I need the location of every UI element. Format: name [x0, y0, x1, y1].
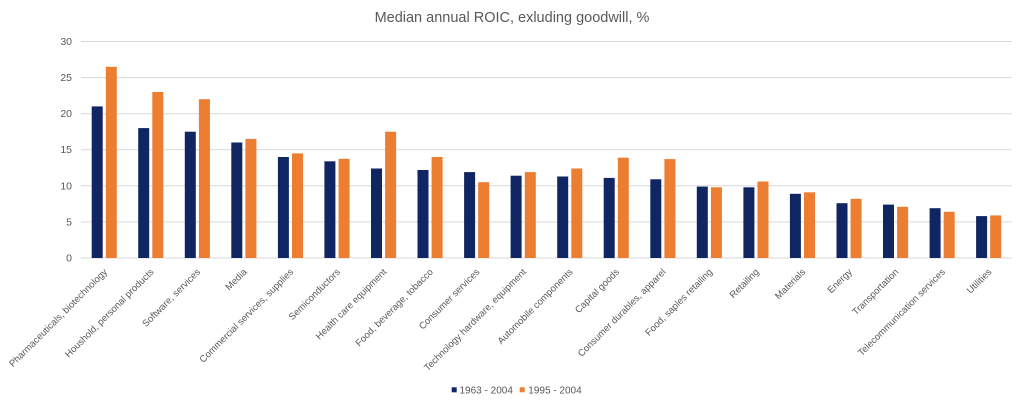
svg-text:1995 - 2004: 1995 - 2004 — [528, 385, 582, 396]
svg-text:25: 25 — [60, 72, 72, 84]
svg-text:Median annual ROIC, exluding g: Median annual ROIC, exluding goodwill, % — [375, 10, 650, 26]
svg-text:10: 10 — [60, 180, 72, 192]
svg-text:15: 15 — [60, 144, 72, 156]
svg-text:30: 30 — [60, 36, 72, 48]
svg-text:0: 0 — [66, 253, 72, 265]
svg-text:20: 20 — [60, 108, 72, 120]
svg-text:5: 5 — [66, 216, 72, 228]
svg-text:1963 - 2004: 1963 - 2004 — [460, 385, 514, 396]
